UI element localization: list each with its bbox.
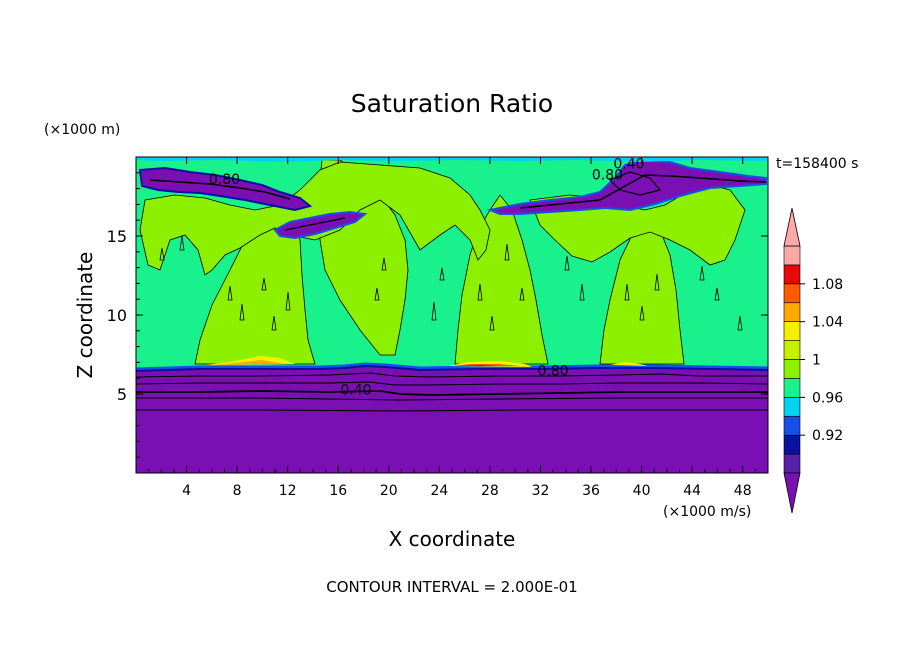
colorbar-swatch — [783, 245, 801, 266]
colorbar-swatch — [783, 302, 801, 322]
colorbar-swatch — [783, 264, 801, 285]
contour-label: 0.80 — [592, 167, 623, 183]
colorbar-swatch — [783, 340, 801, 360]
contour-label: 0.40 — [613, 156, 644, 172]
x-tick-label: 44 — [683, 483, 701, 499]
contour-label: 0.80 — [538, 363, 569, 379]
y-axis-label: Z coordinate — [73, 252, 97, 379]
x-tick-label: 8 — [233, 483, 242, 499]
lower-dry-layer — [136, 366, 768, 473]
y-tick-label: 10 — [107, 306, 127, 325]
contour-line-lower-3 — [136, 390, 768, 396]
x-tick-label: 28 — [481, 483, 499, 499]
colorbar-tick-label: 1.04 — [812, 315, 843, 331]
upper-dry-blob-mid-contour — [284, 217, 346, 231]
contour-label: 0.40 — [340, 382, 371, 398]
colorbar-swatch — [783, 397, 801, 417]
y-unit-label: (×1000 m) — [44, 122, 120, 138]
colorbar-swatch — [783, 359, 801, 379]
colorbar-tick-label: 1 — [812, 353, 821, 369]
contour-line-lower-5 — [136, 409, 768, 412]
lower-layer-edge-darkblue — [136, 364, 768, 372]
colorbar-swatch — [783, 415, 801, 436]
x-axis: 4 8 12 16 20 24 28 32 36 40 44 48 — [148, 157, 756, 499]
supersat-streak-2c — [458, 365, 498, 366]
x-tick-label: 32 — [532, 483, 550, 499]
y-axis: 5 10 15 — [107, 172, 768, 458]
colorbar-swatch — [783, 453, 801, 474]
x-tick-label: 20 — [380, 483, 398, 499]
colorbar: 0.92 0.96 1 1.04 1.08 — [783, 207, 843, 514]
upper-dry-blob-left-contour — [149, 179, 291, 200]
colorbar-over-arrow — [783, 207, 801, 247]
x-tick-label: 36 — [582, 483, 600, 499]
x-tick-label: 4 — [182, 483, 191, 499]
colorbar-swatch — [783, 321, 801, 341]
colorbar-tick-label: 0.92 — [812, 428, 843, 444]
x-axis-label: X coordinate — [389, 527, 516, 551]
colorbar-swatch — [783, 434, 801, 455]
contour-label: 0.80 — [209, 172, 240, 188]
colorbar-swatch — [783, 283, 801, 304]
x-tick-label: 12 — [279, 483, 297, 499]
x-tick-label: 24 — [430, 483, 448, 499]
contour-field — [136, 157, 768, 473]
chart-title: Saturation Ratio — [351, 89, 553, 118]
supersat-streak-3 — [610, 362, 648, 366]
colorbar-tick-label: 0.96 — [812, 390, 843, 406]
supersat-streak-1b — [215, 360, 285, 365]
lower-layer-edge-blue — [136, 362, 768, 371]
contour-interval-footer: CONTOUR INTERVAL = 2.000E-01 — [326, 578, 577, 596]
colorbar-tick-label: 1.08 — [812, 277, 843, 293]
x-tick-label: 48 — [734, 483, 752, 499]
contour-line-lower-2 — [136, 381, 768, 386]
upper-dry-blob-right-inner — [608, 171, 662, 196]
x-tick-label: 16 — [329, 483, 347, 499]
upper-dry-blob-right — [486, 158, 767, 215]
upper-dry-blob-left — [138, 166, 313, 212]
time-label: t=158400 s — [776, 156, 858, 172]
upper-dry-blob-right-contour — [519, 174, 767, 209]
colorbar-under-arrow — [783, 472, 801, 514]
colorbar-swatch — [783, 378, 801, 398]
contour-flecks — [159, 235, 743, 331]
y-tick-label: 15 — [107, 227, 127, 246]
x-unit-label: (×1000 m/s) — [663, 504, 751, 520]
contour-line-lower-4 — [136, 397, 768, 401]
y-tick-label: 5 — [117, 385, 127, 404]
contour-line-lower-1 — [136, 372, 768, 378]
x-tick-label: 40 — [633, 483, 651, 499]
top-edge-strip — [136, 157, 768, 162]
contour-labels: 0.80 0.800.400.800.40 — [209, 156, 645, 398]
